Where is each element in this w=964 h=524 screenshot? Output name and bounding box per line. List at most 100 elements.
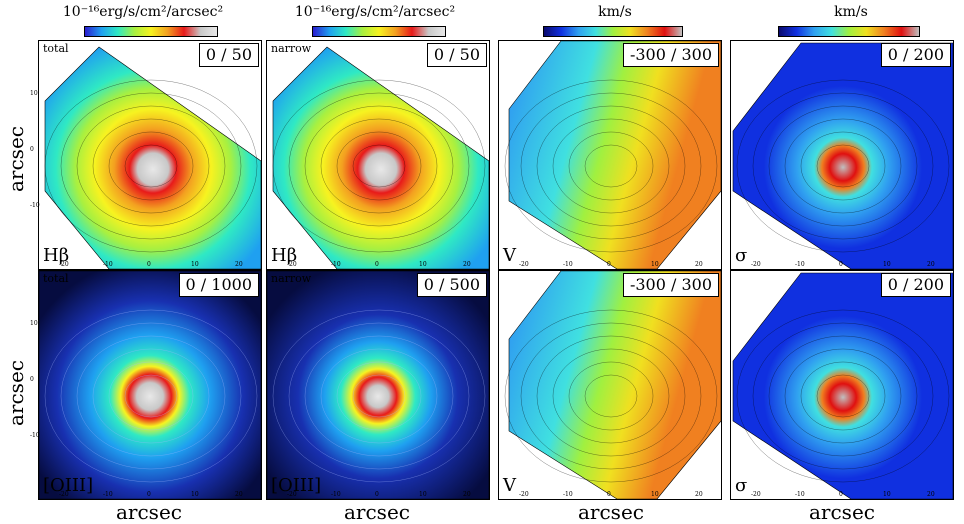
- colorbar-3: [543, 26, 683, 37]
- contour-line: [304, 105, 454, 227]
- contour-line: [320, 118, 438, 214]
- panel-line-label: [OIII]: [43, 475, 94, 496]
- contour-line: [92, 348, 210, 444]
- contour-line: [288, 92, 470, 240]
- contour-line: [768, 105, 918, 227]
- x-tick-label: 10: [419, 491, 427, 498]
- contour-line: [520, 322, 702, 470]
- panel-range-box: -300 / 300: [622, 43, 719, 67]
- x-tick-label: 0: [839, 261, 843, 268]
- x-axis-label-3: arcsec: [578, 500, 644, 524]
- contour-line: [108, 131, 194, 201]
- contour-line: [44, 79, 258, 253]
- contour-line: [320, 348, 438, 444]
- panel-line-label: Hβ: [43, 245, 70, 266]
- contour-line: [60, 92, 242, 240]
- map-panel: -20 -10 0 10 20 -300 / 300 V: [498, 40, 722, 270]
- contour-line: [304, 335, 454, 457]
- map-region: [44, 46, 261, 269]
- contour-line: [552, 348, 670, 444]
- x-tick-label: -10: [795, 261, 805, 268]
- contour-line: [736, 79, 950, 253]
- map-panel: -20 -10 0 10 20 total 0 / 1000 [OIII]: [38, 270, 262, 500]
- contour-line: [800, 361, 886, 431]
- map-panel: -20 -10 0 10 20 narrow 0 / 500 [OIII]: [266, 270, 490, 500]
- panel-line-label: V: [503, 245, 516, 266]
- map-image: [267, 271, 489, 499]
- panel-top-label: narrow: [271, 272, 312, 285]
- x-tick-label: 20: [235, 491, 243, 498]
- contour-line: [288, 322, 470, 470]
- panel-range-box: 0 / 200: [880, 43, 951, 67]
- map-panel: -20 -10 0 10 20 narrow 0 / 50 Hβ: [266, 40, 490, 270]
- x-tick-label: -20: [59, 261, 69, 268]
- x-tick-label: 0: [375, 491, 379, 498]
- colorbar-label-4: km/s: [834, 4, 868, 20]
- x-tick-label: -20: [287, 491, 297, 498]
- panel-line-label: Hβ: [271, 245, 298, 266]
- x-tick-label: 0: [607, 261, 611, 268]
- colorbar-label-2: 10⁻¹⁶erg/s/cm²/arcsec²: [294, 4, 456, 20]
- x-tick-label: 20: [927, 261, 935, 268]
- map-panel: -20 -10 0 10 20 total 0 / 50 Hβ: [38, 40, 262, 270]
- x-tick-label: -10: [103, 261, 113, 268]
- x-tick-label: -10: [331, 261, 341, 268]
- panel-range-box: 0 / 200: [880, 273, 951, 297]
- x-tick-label: 20: [695, 491, 703, 498]
- y-tick-label: 10: [30, 90, 38, 97]
- x-tick-label: -20: [519, 261, 529, 268]
- contour-line: [752, 92, 934, 240]
- x-tick-label: -20: [751, 491, 761, 498]
- map-image: [504, 41, 721, 269]
- x-tick-label: 10: [883, 491, 891, 498]
- contour-line: [272, 309, 486, 483]
- map-image: [272, 46, 489, 269]
- map-region: [508, 271, 721, 499]
- contour-line: [76, 105, 226, 227]
- x-tick-label: 10: [883, 261, 891, 268]
- x-tick-label: -10: [563, 491, 573, 498]
- panel-range-box: 0 / 500: [416, 273, 487, 297]
- map-image: [732, 42, 953, 269]
- contour-line: [736, 309, 950, 483]
- map-panel: -20 -10 0 10 20 -300 / 300 V: [498, 270, 722, 500]
- map-region: [267, 271, 489, 499]
- panel-top-label: narrow: [271, 42, 312, 55]
- contour-line: [816, 144, 870, 188]
- contour-line: [108, 361, 194, 431]
- panel-top-label: total: [43, 42, 69, 55]
- colorbar-1: [84, 26, 218, 37]
- panel-line-label: [OIII]: [271, 475, 322, 496]
- panel-range-box: 0 / 50: [198, 43, 259, 67]
- contour-line: [784, 118, 902, 214]
- contour-line: [768, 335, 918, 457]
- map-image: [44, 46, 261, 269]
- contour-line: [752, 322, 934, 470]
- panel-range-box: 0 / 50: [426, 43, 487, 67]
- contour-line: [584, 374, 638, 418]
- x-tick-label: 10: [651, 491, 659, 498]
- map-region: [732, 272, 953, 499]
- x-axis-label-1: arcsec: [116, 500, 182, 524]
- contour-line: [536, 335, 686, 457]
- x-tick-label: -20: [751, 261, 761, 268]
- map-image: [504, 271, 721, 499]
- contour-line: [520, 92, 702, 240]
- x-tick-label: -20: [287, 261, 297, 268]
- panel-line-label: V: [503, 475, 516, 496]
- x-tick-label: 20: [235, 261, 243, 268]
- y-tick-label: -10: [30, 202, 40, 209]
- x-axis-label-4: arcsec: [809, 500, 875, 524]
- x-tick-label: 20: [695, 261, 703, 268]
- y-axis-label-top: arcsec: [4, 126, 28, 192]
- contour-line: [816, 374, 870, 418]
- contour-line: [44, 309, 258, 483]
- colorbar-label-1: 10⁻¹⁶erg/s/cm²/arcsec²: [62, 4, 224, 20]
- map-panel: -20 -10 0 10 20 0 / 200 σ: [730, 270, 954, 500]
- x-tick-label: -10: [795, 491, 805, 498]
- contour-line: [568, 131, 654, 201]
- contour-line: [124, 374, 178, 418]
- y-axis-label-bottom: arcsec: [4, 360, 28, 426]
- map-region: [272, 46, 489, 269]
- colorbar-4: [778, 26, 920, 37]
